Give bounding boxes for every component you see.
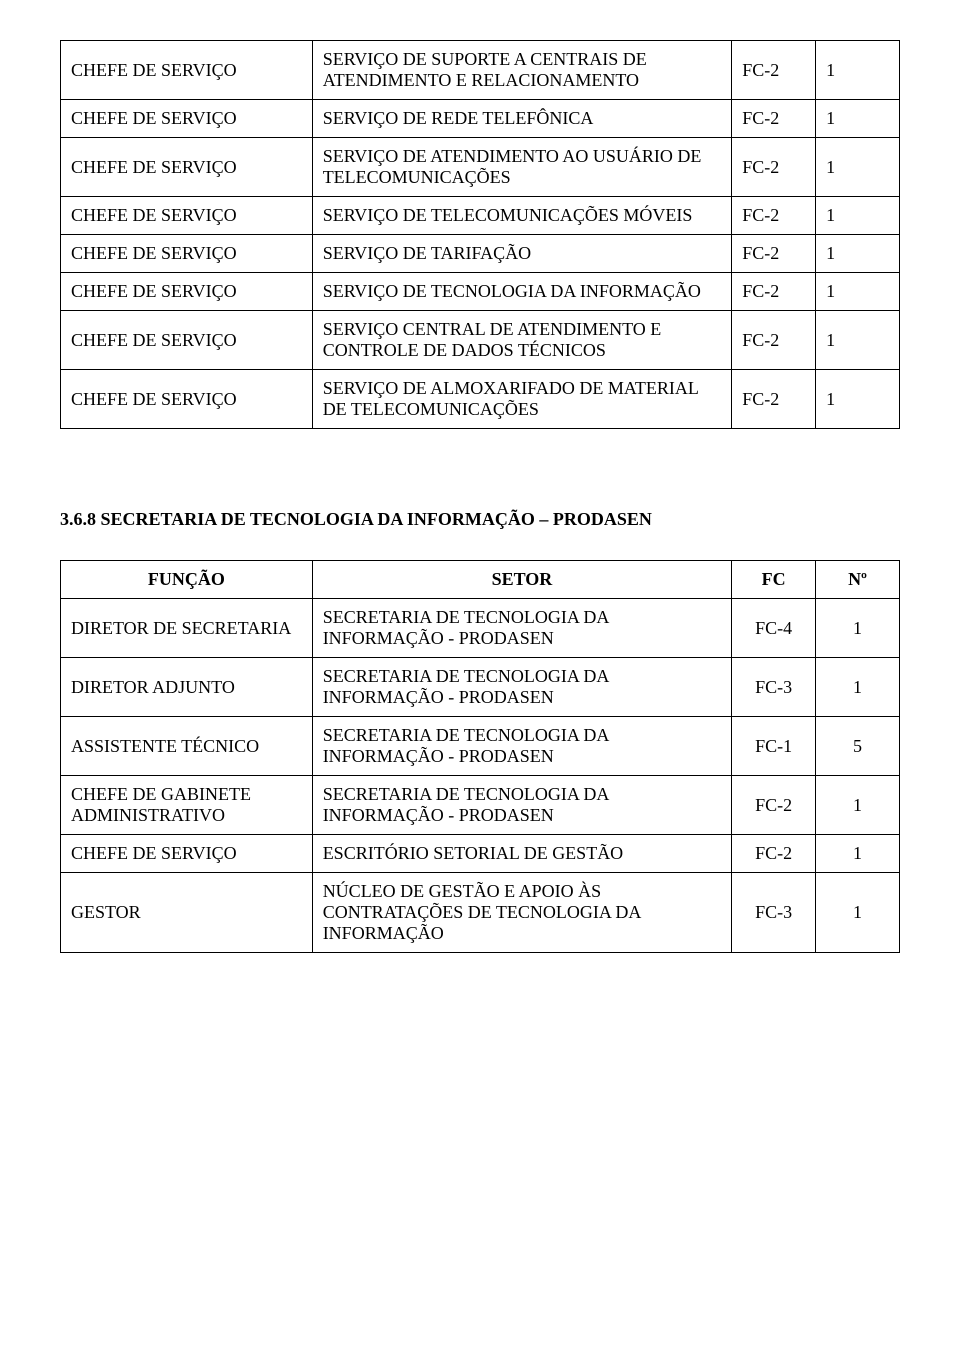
cell-setor: SECRETARIA DE TECNOLOGIA DA INFORMAÇÃO -… (312, 776, 732, 835)
cell-n: 5 (816, 717, 900, 776)
cell-fc: FC-2 (732, 197, 816, 235)
section-heading: 3.6.8 SECRETARIA DE TECNOLOGIA DA INFORM… (60, 509, 900, 530)
cell-n: 1 (816, 658, 900, 717)
cell-n: 1 (816, 776, 900, 835)
cell-fc: FC-2 (732, 273, 816, 311)
cell-fc: FC-2 (732, 776, 816, 835)
cell-funcao: ASSISTENTE TÉCNICO (61, 717, 313, 776)
cell-funcao: CHEFE DE SERVIÇO (61, 197, 313, 235)
table-row: CHEFE DE SERVIÇO SERVIÇO DE SUPORTE A CE… (61, 41, 900, 100)
table-row: DIRETOR ADJUNTO SECRETARIA DE TECNOLOGIA… (61, 658, 900, 717)
table-row: CHEFE DE SERVIÇO SERVIÇO DE REDE TELEFÔN… (61, 100, 900, 138)
cell-n: 1 (816, 235, 900, 273)
cell-n: 1 (816, 873, 900, 953)
cell-setor: SERVIÇO CENTRAL DE ATENDIMENTO E CONTROL… (312, 311, 732, 370)
cell-setor: SECRETARIA DE TECNOLOGIA DA INFORMAÇÃO -… (312, 717, 732, 776)
table-row: CHEFE DE SERVIÇO SERVIÇO CENTRAL DE ATEN… (61, 311, 900, 370)
cell-n: 1 (816, 100, 900, 138)
cell-funcao: DIRETOR DE SECRETARIA (61, 599, 313, 658)
cell-n: 1 (816, 41, 900, 100)
cell-fc: FC-3 (732, 873, 816, 953)
table-row: CHEFE DE SERVIÇO SERVIÇO DE ALMOXARIFADO… (61, 370, 900, 429)
table-row: CHEFE DE SERVIÇO SERVIÇO DE ATENDIMENTO … (61, 138, 900, 197)
cell-setor: SERVIÇO DE ATENDIMENTO AO USUÁRIO DE TEL… (312, 138, 732, 197)
cell-funcao: CHEFE DE GABINETE ADMINISTRATIVO (61, 776, 313, 835)
cell-setor: NÚCLEO DE GESTÃO E APOIO ÀS CONTRATAÇÕES… (312, 873, 732, 953)
cell-funcao: CHEFE DE SERVIÇO (61, 311, 313, 370)
cell-setor: SERVIÇO DE TECNOLOGIA DA INFORMAÇÃO (312, 273, 732, 311)
cell-setor: SERVIÇO DE TELECOMUNICAÇÕES MÓVEIS (312, 197, 732, 235)
cell-setor: SERVIÇO DE REDE TELEFÔNICA (312, 100, 732, 138)
cell-setor: SERVIÇO DE SUPORTE A CENTRAIS DE ATENDIM… (312, 41, 732, 100)
cell-setor: ESCRITÓRIO SETORIAL DE GESTÃO (312, 835, 732, 873)
cell-funcao: CHEFE DE SERVIÇO (61, 370, 313, 429)
cell-setor: SECRETARIA DE TECNOLOGIA DA INFORMAÇÃO -… (312, 599, 732, 658)
cell-n: 1 (816, 835, 900, 873)
cell-setor: SERVIÇO DE TARIFAÇÃO (312, 235, 732, 273)
table-row: CHEFE DE SERVIÇO SERVIÇO DE TELECOMUNICA… (61, 197, 900, 235)
cell-fc: FC-4 (732, 599, 816, 658)
cell-setor: SECRETARIA DE TECNOLOGIA DA INFORMAÇÃO -… (312, 658, 732, 717)
cell-funcao: DIRETOR ADJUNTO (61, 658, 313, 717)
cell-fc: FC-2 (732, 41, 816, 100)
table-header-row: FUNÇÃO SETOR FC Nº (61, 561, 900, 599)
cell-n: 1 (816, 273, 900, 311)
cell-n: 1 (816, 370, 900, 429)
cell-fc: FC-2 (732, 100, 816, 138)
cell-fc: FC-2 (732, 370, 816, 429)
cell-funcao: GESTOR (61, 873, 313, 953)
col-header-fc: FC (732, 561, 816, 599)
cell-funcao: CHEFE DE SERVIÇO (61, 100, 313, 138)
table-row: CHEFE DE SERVIÇO ESCRITÓRIO SETORIAL DE … (61, 835, 900, 873)
cell-fc: FC-2 (732, 311, 816, 370)
cell-n: 1 (816, 138, 900, 197)
cell-setor: SERVIÇO DE ALMOXARIFADO DE MATERIAL DE T… (312, 370, 732, 429)
cell-fc: FC-3 (732, 658, 816, 717)
table-row: ASSISTENTE TÉCNICO SECRETARIA DE TECNOLO… (61, 717, 900, 776)
cell-fc: FC-1 (732, 717, 816, 776)
cell-n: 1 (816, 599, 900, 658)
table-row: DIRETOR DE SECRETARIA SECRETARIA DE TECN… (61, 599, 900, 658)
col-header-n: Nº (816, 561, 900, 599)
table-row: GESTOR NÚCLEO DE GESTÃO E APOIO ÀS CONTR… (61, 873, 900, 953)
col-header-setor: SETOR (312, 561, 732, 599)
table-row: CHEFE DE SERVIÇO SERVIÇO DE TECNOLOGIA D… (61, 273, 900, 311)
cell-funcao: CHEFE DE SERVIÇO (61, 138, 313, 197)
table-prodasen: FUNÇÃO SETOR FC Nº DIRETOR DE SECRETARIA… (60, 560, 900, 953)
cell-n: 1 (816, 311, 900, 370)
cell-funcao: CHEFE DE SERVIÇO (61, 41, 313, 100)
cell-funcao: CHEFE DE SERVIÇO (61, 835, 313, 873)
cell-n: 1 (816, 197, 900, 235)
cell-funcao: CHEFE DE SERVIÇO (61, 235, 313, 273)
col-header-funcao: FUNÇÃO (61, 561, 313, 599)
table-servico: CHEFE DE SERVIÇO SERVIÇO DE SUPORTE A CE… (60, 40, 900, 429)
cell-funcao: CHEFE DE SERVIÇO (61, 273, 313, 311)
cell-fc: FC-2 (732, 235, 816, 273)
table-row: CHEFE DE GABINETE ADMINISTRATIVO SECRETA… (61, 776, 900, 835)
table-row: CHEFE DE SERVIÇO SERVIÇO DE TARIFAÇÃO FC… (61, 235, 900, 273)
cell-fc: FC-2 (732, 835, 816, 873)
cell-fc: FC-2 (732, 138, 816, 197)
